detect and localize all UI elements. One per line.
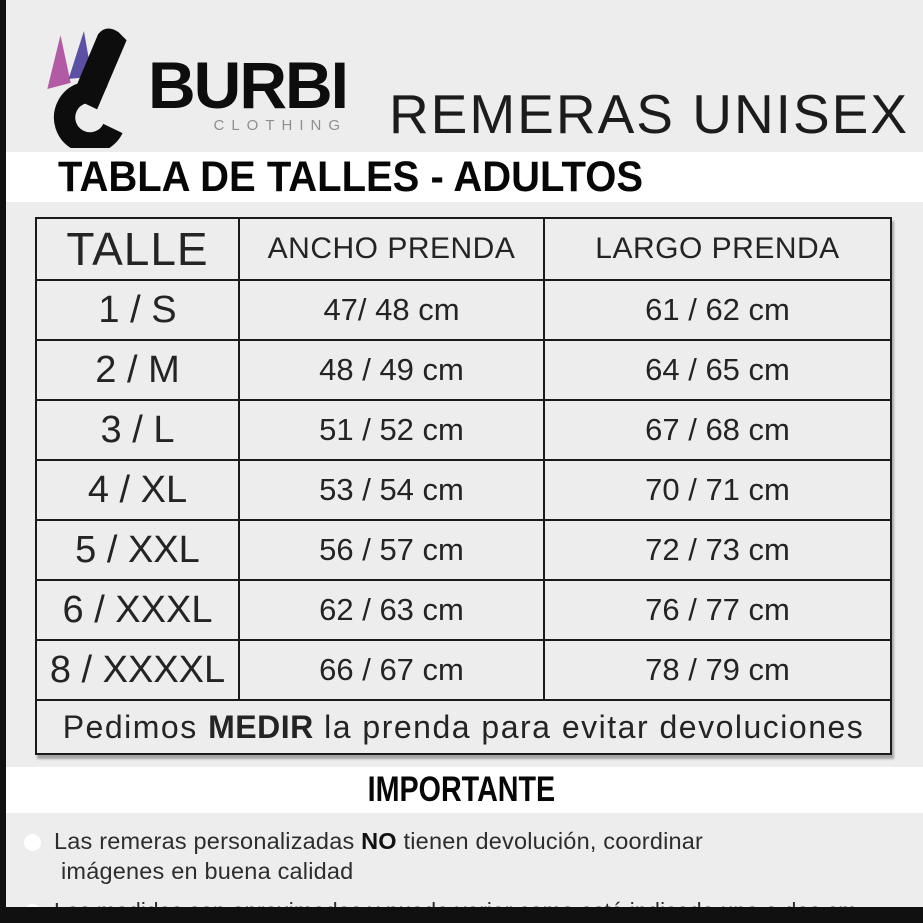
cell-ancho: 62 / 63 cm <box>238 579 545 641</box>
note-bold: MEDIR <box>208 708 314 745</box>
cell-largo: 72 / 73 cm <box>543 519 892 581</box>
cell-talle: 8 / XXXXL <box>35 639 240 701</box>
cell-ancho: 56 / 57 cm <box>238 519 545 581</box>
cell-talle: 1 / S <box>35 279 240 341</box>
cell-talle: 6 / XXXL <box>35 579 240 641</box>
cell-talle: 2 / M <box>35 339 240 401</box>
cell-ancho: 48 / 49 cm <box>238 339 545 401</box>
cell-largo: 78 / 79 cm <box>543 639 892 701</box>
logo-brand-text: BURBI <box>148 47 349 122</box>
table-row: 2 / M 48 / 49 cm 64 / 65 cm <box>35 339 892 401</box>
column-header-largo: LARGO PRENDA <box>543 217 892 281</box>
bullet-1-line-2: imágenes en buena calidad <box>61 857 354 884</box>
cell-talle: 3 / L <box>35 399 240 461</box>
size-table: TALLE ANCHO PRENDA LARGO PRENDA 1 / S 47… <box>35 217 892 755</box>
logo-subtitle-text: CLOTHING <box>213 117 347 134</box>
cell-largo: 67 / 68 cm <box>543 399 892 461</box>
logo-text: BURBI CLOTHING <box>148 47 349 148</box>
size-table-wrapper: TALLE ANCHO PRENDA LARGO PRENDA 1 / S 47… <box>35 217 892 755</box>
burbi-logo: BURBI CLOTHING <box>38 26 349 148</box>
note-post: la prenda para evitar devoluciones <box>313 708 865 745</box>
burbi-b-icon <box>47 28 127 148</box>
cell-talle: 5 / XXL <box>35 519 240 581</box>
cell-largo: 76 / 77 cm <box>543 579 892 641</box>
cell-largo: 61 / 62 cm <box>543 279 892 341</box>
bullet-icon <box>24 834 41 851</box>
importante-band: IMPORTANTE <box>0 767 923 813</box>
column-header-talle: TALLE <box>35 217 240 281</box>
cell-ancho: 51 / 52 cm <box>238 399 545 461</box>
table-row: 4 / XL 53 / 54 cm 70 / 71 cm <box>35 459 892 521</box>
page-title: REMERAS UNISEX <box>388 83 909 145</box>
left-edge-bar <box>0 0 6 923</box>
note-pre: Pedimos <box>62 708 209 745</box>
table-note-row: Pedimos MEDIR la prenda para evitar devo… <box>35 699 892 755</box>
section-title-band: TABLA DE TALLES - ADULTOS <box>0 152 923 202</box>
table-row: 5 / XXL 56 / 57 cm 72 / 73 cm <box>35 519 892 581</box>
cell-largo: 64 / 65 cm <box>543 339 892 401</box>
bullet-1-text: Las remeras personalizadas NO tienen dev… <box>54 827 703 886</box>
bottom-edge-bar <box>0 907 923 923</box>
table-header-row: TALLE ANCHO PRENDA LARGO PRENDA <box>35 217 892 281</box>
cell-ancho: 47/ 48 cm <box>238 279 545 341</box>
cell-ancho: 53 / 54 cm <box>238 459 545 521</box>
measure-note: Pedimos MEDIR la prenda para evitar devo… <box>35 699 892 755</box>
table-row: 6 / XXXL 62 / 63 cm 76 / 77 cm <box>35 579 892 641</box>
cell-talle: 4 / XL <box>35 459 240 521</box>
bullet-1-line-1: Las remeras personalizadas NO tienen dev… <box>54 828 704 854</box>
importante-title: IMPORTANTE <box>367 770 556 809</box>
section-title: TABLA DE TALLES - ADULTOS <box>58 152 643 201</box>
table-row: 8 / XXXXL 66 / 67 cm 78 / 79 cm <box>35 639 892 701</box>
column-header-ancho: ANCHO PRENDA <box>238 217 545 281</box>
table-row: 1 / S 47/ 48 cm 61 / 62 cm <box>35 279 892 341</box>
table-row: 3 / L 51 / 52 cm 67 / 68 cm <box>35 399 892 461</box>
note-bullet-1: Las remeras personalizadas NO tienen dev… <box>24 827 913 886</box>
cell-ancho: 66 / 67 cm <box>238 639 545 701</box>
cell-largo: 70 / 71 cm <box>543 459 892 521</box>
header: BURBI CLOTHING REMERAS UNISEX <box>0 0 923 152</box>
